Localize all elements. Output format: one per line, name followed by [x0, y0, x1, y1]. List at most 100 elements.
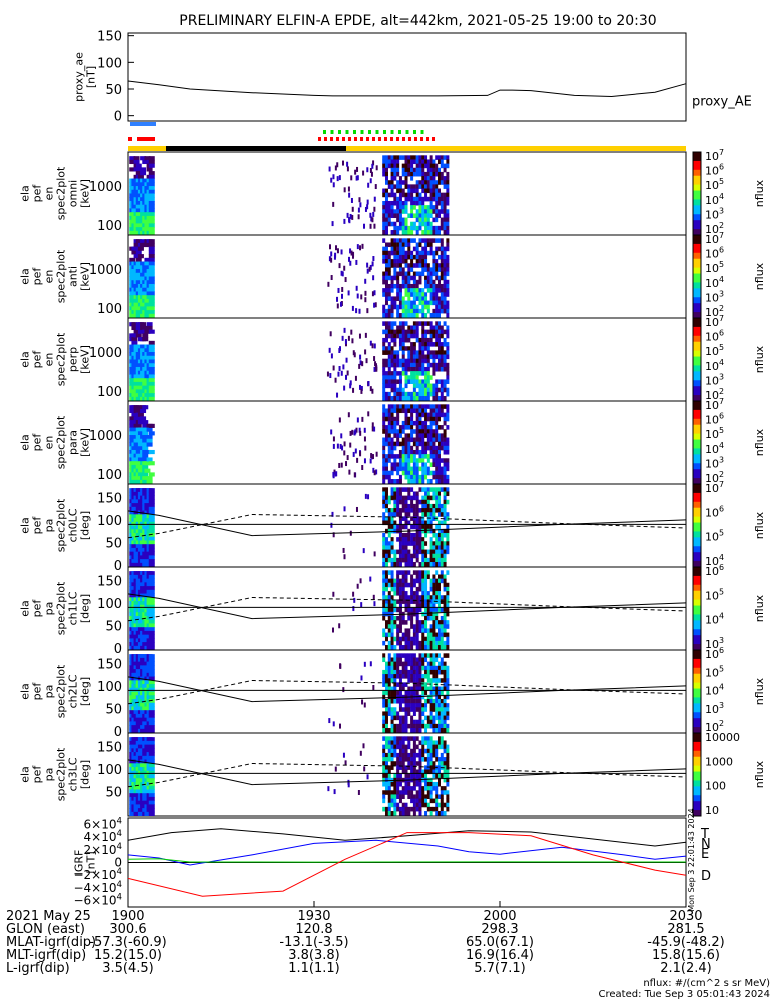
- heatmap-cell: [415, 313, 419, 318]
- heatmap-cell: [410, 508, 414, 513]
- heatmap-cell: [426, 275, 430, 281]
- heatmap-cell: [426, 238, 430, 243]
- heatmap-cell: [384, 408, 388, 414]
- heatmap-cell: [438, 719, 441, 725]
- heatmap-cell: [393, 225, 397, 231]
- heatmap-cell: [401, 283, 405, 289]
- heatmap-cell: [148, 219, 155, 224]
- colorbar-swatch: [693, 700, 701, 704]
- heatmap-cell: [438, 263, 441, 268]
- heatmap-cell: [387, 155, 391, 160]
- heatmap-cell: [404, 425, 408, 430]
- y-axis-label-line: pef: [31, 184, 44, 203]
- heatmap-cell: [424, 508, 428, 513]
- heatmap-speckle: [371, 422, 374, 428]
- heatmap-cell: [398, 267, 402, 272]
- heatmap-cell: [384, 242, 388, 248]
- heatmap-cell: [418, 466, 422, 472]
- heatmap-cell: [426, 263, 430, 268]
- heatmap-cell: [387, 545, 391, 550]
- heatmap-cell: [418, 180, 422, 185]
- heatmap-cell: [412, 296, 416, 301]
- heatmap-cell: [429, 321, 433, 326]
- heatmap-cell: [440, 366, 444, 372]
- colorbar-label: nflux: [753, 677, 766, 705]
- heatmap-cell: [446, 196, 450, 202]
- heatmap-cell: [438, 433, 441, 438]
- heatmap-cell: [412, 690, 416, 696]
- heatmap-cell: [404, 744, 408, 750]
- loss-cone-line: [127, 676, 687, 703]
- colorbar-tick-label: 104: [705, 683, 724, 698]
- colorbar-swatch: [693, 555, 701, 559]
- heatmap-cell: [443, 516, 447, 521]
- heatmap-cell: [396, 562, 400, 567]
- heatmap-cell: [387, 325, 391, 331]
- heatmap-cell: [407, 503, 411, 509]
- heatmap-cell: [435, 213, 439, 218]
- heatmap-cell: [404, 159, 408, 165]
- heatmap-cell: [424, 441, 428, 447]
- heatmap-cell: [387, 752, 391, 758]
- heatmap-cell: [426, 686, 430, 692]
- heatmap-cell: [415, 591, 419, 596]
- heatmap-cell: [396, 674, 400, 679]
- heatmap-cell: [396, 308, 400, 314]
- heatmap-cell: [418, 383, 422, 389]
- heatmap-cell: [443, 221, 447, 227]
- heatmap-cell: [432, 620, 436, 625]
- heatmap-cell: [424, 703, 428, 708]
- heatmap-cell: [148, 521, 155, 526]
- heatmap-cell: [429, 607, 433, 613]
- y-axis-label: ela pef pa spec2plot ch2LC [deg]: [19, 664, 92, 718]
- heatmap-cell: [421, 304, 425, 310]
- heatmap-cell: [438, 387, 441, 393]
- heatmap-cell: [390, 669, 394, 675]
- heatmap-speckle: [349, 430, 352, 436]
- heatmap-speckle: [347, 779, 350, 785]
- heatmap-cell: [438, 665, 441, 671]
- heatmap-cell: [393, 512, 397, 517]
- heatmap-cell: [429, 557, 433, 563]
- heatmap-cell: [424, 549, 428, 555]
- heatmap-cell: [387, 582, 391, 588]
- heatmap-cell: [438, 404, 441, 409]
- heatmap-cell: [443, 288, 447, 293]
- heatmap-cell: [421, 288, 425, 293]
- heatmap-cell: [424, 155, 428, 160]
- y-axis-label-line: spec2plot: [55, 332, 68, 386]
- heatmap-cell: [384, 736, 388, 741]
- heatmap-cell: [398, 441, 402, 447]
- heatmap-cell: [401, 665, 405, 671]
- heatmap-cell: [443, 694, 447, 700]
- heatmap-cell: [407, 167, 411, 173]
- heatmap-cell: [443, 479, 447, 484]
- heatmap-cell: [384, 723, 388, 729]
- heatmap-cell: [443, 271, 447, 277]
- heatmap-cell: [384, 773, 388, 779]
- heatmap-cell: [390, 416, 394, 422]
- heatmap-cell: [390, 607, 394, 613]
- heatmap-cell: [435, 296, 439, 301]
- heatmap-cell: [446, 512, 450, 517]
- heatmap-cell: [401, 462, 405, 467]
- heatmap-cell: [393, 466, 397, 472]
- colorbar-swatch: [693, 368, 701, 372]
- heatmap-cell: [443, 562, 447, 567]
- heatmap-cell: [424, 321, 428, 326]
- heatmap-cell: [393, 636, 397, 642]
- heatmap-cell: [429, 300, 433, 306]
- heatmap-cell: [404, 313, 408, 318]
- heatmap-cell: [407, 188, 411, 194]
- heatmap-cell: [415, 603, 419, 609]
- heatmap-cell: [412, 636, 416, 642]
- heatmap-cell: [398, 794, 402, 799]
- heatmap-cell: [426, 205, 430, 210]
- heatmap-cell: [412, 711, 416, 716]
- heatmap-cell: [148, 378, 155, 383]
- heatmap-cell: [387, 499, 391, 505]
- heatmap-cell: [387, 296, 391, 301]
- heatmap-cell: [443, 578, 447, 584]
- colorbar-swatch: [693, 691, 701, 695]
- heatmap-cell: [382, 549, 386, 555]
